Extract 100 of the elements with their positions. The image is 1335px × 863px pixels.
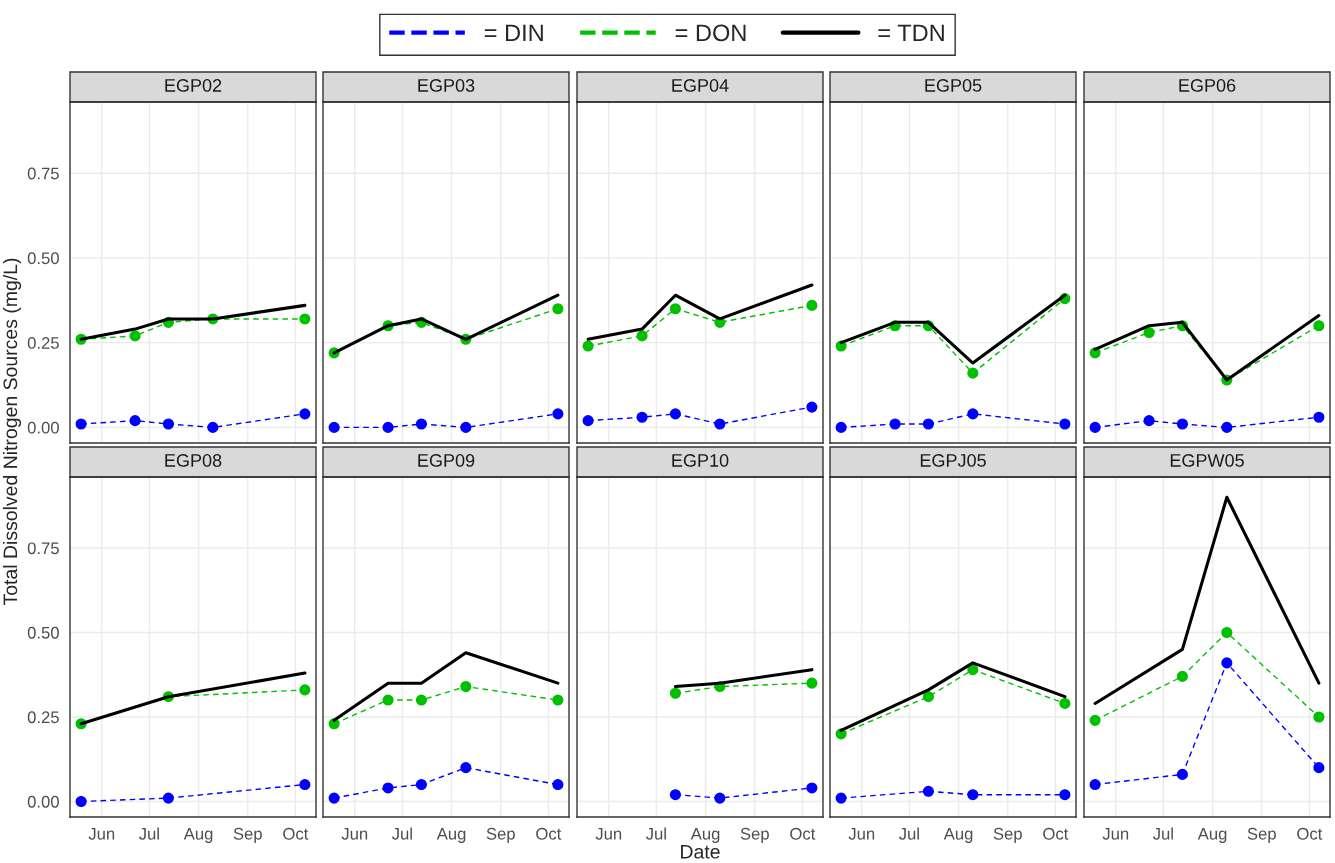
point xyxy=(669,687,681,699)
point xyxy=(299,313,311,325)
point xyxy=(1221,421,1233,433)
point xyxy=(806,401,818,413)
point xyxy=(669,303,681,315)
x-tick-label: Jun xyxy=(88,828,115,840)
x-tick-label: Jul xyxy=(645,827,666,840)
x-tick-label: Jul xyxy=(391,827,412,840)
x-axis-title: Date xyxy=(681,845,720,859)
point xyxy=(1059,418,1071,430)
point xyxy=(714,418,726,430)
point xyxy=(328,421,340,433)
point xyxy=(1313,320,1325,332)
x-tick-label: Jun xyxy=(1102,828,1129,840)
point xyxy=(1313,411,1325,423)
point xyxy=(328,792,340,804)
x-tick-label: Aug xyxy=(1197,828,1227,843)
point xyxy=(1059,697,1071,709)
point xyxy=(1089,778,1101,791)
x-tick-label: Jul xyxy=(1152,827,1173,840)
point xyxy=(415,418,427,430)
chart-title: EGP09 xyxy=(418,454,475,467)
point xyxy=(835,792,847,804)
legend-label: = DIN xyxy=(484,24,543,41)
point xyxy=(1176,418,1188,430)
point xyxy=(460,762,472,774)
point xyxy=(967,408,979,420)
point xyxy=(382,694,394,706)
point xyxy=(162,418,174,430)
point xyxy=(129,415,141,427)
point xyxy=(460,421,472,433)
point xyxy=(552,694,564,706)
point xyxy=(967,367,979,379)
point xyxy=(806,782,818,794)
x-tick-label: Sep xyxy=(1247,827,1276,843)
point xyxy=(922,691,934,703)
point xyxy=(299,684,311,696)
x-tick-label: Jul xyxy=(138,827,159,840)
point xyxy=(552,778,564,791)
legend-label: = TDN xyxy=(878,24,944,41)
point xyxy=(1176,768,1188,780)
chart-title: EGPW05 xyxy=(1170,454,1244,467)
x-tick-label: Oct xyxy=(283,827,309,840)
y-tick-label: 0.75 xyxy=(27,542,59,555)
point xyxy=(1176,670,1188,682)
x-tick-label: Sep xyxy=(993,827,1022,843)
x-tick-label: Oct xyxy=(790,827,816,840)
point xyxy=(636,330,648,342)
point xyxy=(1143,415,1155,427)
x-tick-label: Oct xyxy=(1043,827,1069,840)
point xyxy=(967,789,979,801)
y-tick-label: 0.75 xyxy=(27,167,59,180)
point xyxy=(382,782,394,794)
y-tick-label: 0.00 xyxy=(27,795,59,808)
point xyxy=(75,418,87,430)
point xyxy=(922,785,934,797)
x-tick-label: Oct xyxy=(1297,827,1323,840)
point xyxy=(1313,711,1325,723)
point xyxy=(552,408,564,420)
x-tick-label: Aug xyxy=(436,828,466,843)
x-tick-label: Sep xyxy=(233,827,262,843)
point xyxy=(582,415,594,427)
point xyxy=(460,680,472,693)
point xyxy=(922,418,934,430)
point xyxy=(552,303,564,315)
y-tick-label: 0.00 xyxy=(27,421,59,434)
point xyxy=(415,778,427,791)
y-tick-label: 0.50 xyxy=(27,626,59,639)
x-tick-label: Aug xyxy=(943,828,973,843)
chart-title: EGP04 xyxy=(672,79,729,92)
x-tick-label: Jun xyxy=(848,828,875,840)
point xyxy=(1089,714,1101,726)
x-tick-label: Oct xyxy=(536,827,562,840)
point xyxy=(1221,657,1233,669)
point xyxy=(299,778,311,791)
point xyxy=(714,792,726,804)
point xyxy=(1143,326,1155,339)
x-tick-label: Aug xyxy=(183,828,213,843)
point xyxy=(967,664,979,676)
x-tick-label: Sep xyxy=(486,827,515,843)
x-tick-label: Jun xyxy=(341,828,368,840)
x-tick-label: Sep xyxy=(740,827,769,843)
x-tick-label: Aug xyxy=(690,828,720,843)
legend-label: = DON xyxy=(675,24,746,42)
point xyxy=(382,421,394,433)
point xyxy=(1059,789,1071,801)
chart-title: EGP10 xyxy=(672,454,729,467)
y-tick-label: 0.25 xyxy=(27,337,59,349)
y-tick-label: 0.25 xyxy=(27,711,59,724)
point xyxy=(299,408,311,420)
point xyxy=(129,330,141,342)
point xyxy=(636,411,648,423)
point xyxy=(1313,762,1325,774)
chart-title: EGP02 xyxy=(165,79,222,92)
chart-title: EGP08 xyxy=(165,454,222,467)
y-tick-label: 0.50 xyxy=(27,252,59,265)
point xyxy=(207,421,219,433)
point xyxy=(582,340,594,352)
chart-title: EGP03 xyxy=(418,79,475,92)
chart-title: EGP06 xyxy=(1179,79,1236,92)
